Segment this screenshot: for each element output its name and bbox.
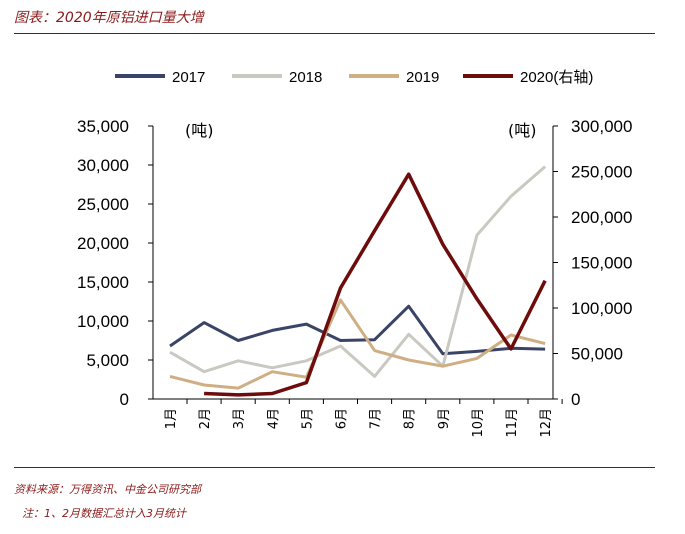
x-tick-label: 1月 (164, 408, 179, 429)
x-tick-label: 7月 (369, 408, 384, 429)
right-tick-label: 50,000 (571, 345, 623, 364)
left-tick-label: 35,000 (77, 117, 129, 136)
x-tick-label: 11月 (505, 408, 520, 438)
right-axis-unit: (吨) (508, 121, 537, 140)
left-tick-label: 25,000 (77, 195, 129, 214)
series-line-2020 (204, 172, 547, 397)
chart: 0 5,000 10,000 15,000 20,000 25,000 30,000 35,0… (77, 69, 632, 438)
top-divider (14, 33, 655, 34)
x-tick-label: 10月 (471, 408, 486, 438)
right-tick-label: 200,000 (571, 208, 632, 227)
right-tick-label: 250,000 (571, 163, 632, 182)
left-tick-label: 0 (120, 390, 129, 409)
left-axis-unit: (吨) (185, 121, 214, 140)
right-tick-label: 0 (571, 390, 580, 409)
x-tick-label: 9月 (437, 408, 452, 429)
left-tick-label: 20,000 (77, 234, 129, 253)
legend-label: 2020(右轴) (520, 69, 593, 86)
x-tick-label: 8月 (403, 408, 418, 429)
x-tick-label: 3月 (232, 408, 247, 429)
left-tick-label: 5,000 (86, 351, 129, 370)
x-tick-label: 6月 (335, 408, 350, 429)
source-text: 资料来源：万得资讯、中金公司研究部 (14, 483, 201, 496)
bottom-divider (14, 467, 655, 468)
left-tick-label: 30,000 (77, 156, 129, 175)
note-text: 注：1、2月数据汇总计入3月统计 (22, 507, 186, 520)
x-tick-label: 2月 (198, 408, 213, 429)
series-line-2019 (169, 298, 546, 390)
chart-title: 图表：2020年原铝进口量大增 (14, 10, 204, 26)
series-line-2017 (169, 304, 546, 356)
right-tick-label: 300,000 (571, 117, 632, 136)
legend-label: 2017 (172, 69, 205, 86)
right-tick-label: 100,000 (571, 299, 632, 318)
x-tick-label: 12月 (539, 408, 554, 438)
right-tick-label: 150,000 (571, 254, 632, 273)
legend-label: 2019 (406, 69, 439, 86)
series-line-2018 (169, 165, 547, 378)
x-tick-label: 5月 (300, 408, 315, 429)
left-tick-label: 15,000 (77, 273, 129, 292)
legend-label: 2018 (289, 69, 322, 86)
left-tick-label: 10,000 (77, 312, 129, 331)
x-tick-label: 4月 (266, 408, 281, 429)
